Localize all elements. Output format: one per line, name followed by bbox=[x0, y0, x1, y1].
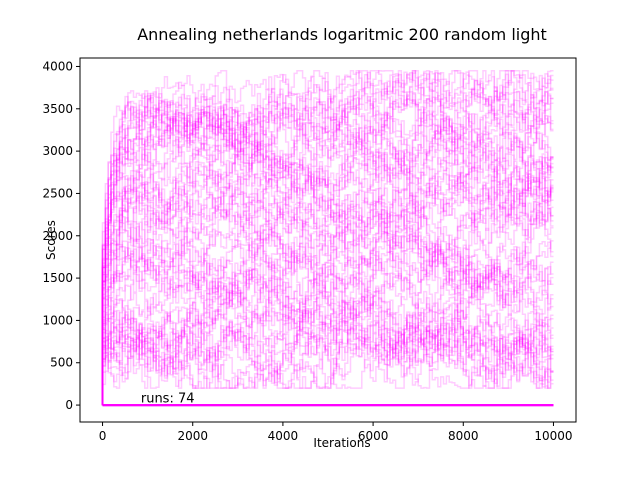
run-line bbox=[101, 245, 554, 406]
x-tick-label: 10000 bbox=[534, 429, 572, 443]
run-line bbox=[101, 276, 554, 406]
run-line bbox=[101, 219, 554, 406]
run-line bbox=[101, 289, 554, 406]
runs-annotation: runs: 74 bbox=[141, 392, 195, 407]
y-axis-ticks: 0 500 1000 1500 2000 2500 3000 3500 4000 bbox=[42, 59, 80, 412]
run-line bbox=[101, 257, 554, 406]
y-tick-label: 1500 bbox=[42, 271, 73, 285]
x-tick-label: 8000 bbox=[448, 429, 479, 443]
run-line bbox=[101, 74, 554, 406]
run-line bbox=[101, 69, 554, 406]
x-tick-label: 4000 bbox=[268, 429, 299, 443]
run-line bbox=[101, 86, 554, 406]
run-line bbox=[101, 310, 554, 406]
run-line bbox=[101, 200, 554, 406]
y-tick-label: 4000 bbox=[42, 59, 73, 73]
run-line bbox=[101, 299, 554, 406]
run-line bbox=[101, 277, 554, 406]
run-line bbox=[101, 309, 554, 406]
run-line bbox=[101, 311, 554, 406]
x-tick-label: 2000 bbox=[177, 429, 208, 443]
chart-title: Annealing netherlands logaritmic 200 ran… bbox=[137, 25, 547, 44]
run-line bbox=[101, 260, 554, 406]
run-line bbox=[101, 262, 554, 406]
plot-frame bbox=[79, 57, 577, 423]
run-line bbox=[101, 80, 554, 406]
run-line bbox=[101, 276, 554, 406]
run-line bbox=[101, 279, 554, 406]
run-line bbox=[101, 121, 554, 406]
run-line bbox=[101, 112, 554, 406]
run-lines bbox=[101, 69, 554, 407]
run-line bbox=[101, 168, 554, 406]
x-tick-label: 6000 bbox=[358, 429, 389, 443]
y-tick-label: 500 bbox=[50, 356, 73, 370]
run-line bbox=[101, 225, 554, 406]
run-line bbox=[101, 127, 554, 406]
run-line bbox=[101, 159, 554, 406]
x-axis-label: Iterations bbox=[313, 436, 370, 450]
run-line bbox=[101, 130, 554, 406]
y-tick-label: 3500 bbox=[42, 102, 73, 116]
run-line bbox=[101, 72, 554, 406]
run-line bbox=[101, 173, 554, 406]
y-tick-label: 0 bbox=[65, 398, 73, 412]
run-line bbox=[101, 69, 554, 406]
y-tick-label: 1000 bbox=[42, 313, 73, 327]
run-line bbox=[101, 176, 554, 406]
run-line bbox=[101, 84, 554, 406]
run-line bbox=[101, 69, 554, 406]
run-line bbox=[101, 96, 554, 406]
run-line bbox=[101, 69, 554, 406]
run-line bbox=[101, 248, 554, 406]
run-line bbox=[101, 210, 554, 406]
run-line bbox=[101, 253, 554, 406]
run-line bbox=[101, 258, 554, 406]
run-line bbox=[101, 136, 554, 406]
run-line bbox=[101, 209, 554, 406]
run-line bbox=[101, 76, 554, 406]
y-axis-label: Scores bbox=[44, 220, 58, 260]
run-line bbox=[101, 118, 554, 406]
run-line bbox=[101, 157, 554, 406]
run-line bbox=[101, 297, 554, 406]
run-line bbox=[101, 153, 554, 406]
y-tick-label: 3000 bbox=[42, 144, 73, 158]
run-line bbox=[101, 95, 554, 406]
run-line bbox=[101, 69, 554, 406]
run-line bbox=[101, 69, 554, 406]
run-line bbox=[101, 186, 554, 406]
run-line bbox=[101, 83, 554, 406]
run-line bbox=[101, 209, 554, 406]
run-line bbox=[101, 69, 554, 406]
run-line bbox=[101, 298, 554, 406]
run-line bbox=[101, 312, 554, 406]
run-line bbox=[101, 173, 554, 406]
run-line bbox=[101, 167, 554, 406]
y-tick-label: 2500 bbox=[42, 186, 73, 200]
x-axis-ticks: 0 2000 4000 6000 8000 10000 bbox=[99, 422, 573, 443]
run-line bbox=[101, 250, 554, 406]
run-line bbox=[101, 69, 554, 406]
x-tick-label: 0 bbox=[99, 429, 107, 443]
run-line bbox=[101, 280, 554, 406]
run-line bbox=[101, 124, 554, 406]
run-line bbox=[101, 69, 554, 406]
run-line bbox=[101, 204, 554, 406]
y-tick-label: 2000 bbox=[42, 229, 73, 243]
